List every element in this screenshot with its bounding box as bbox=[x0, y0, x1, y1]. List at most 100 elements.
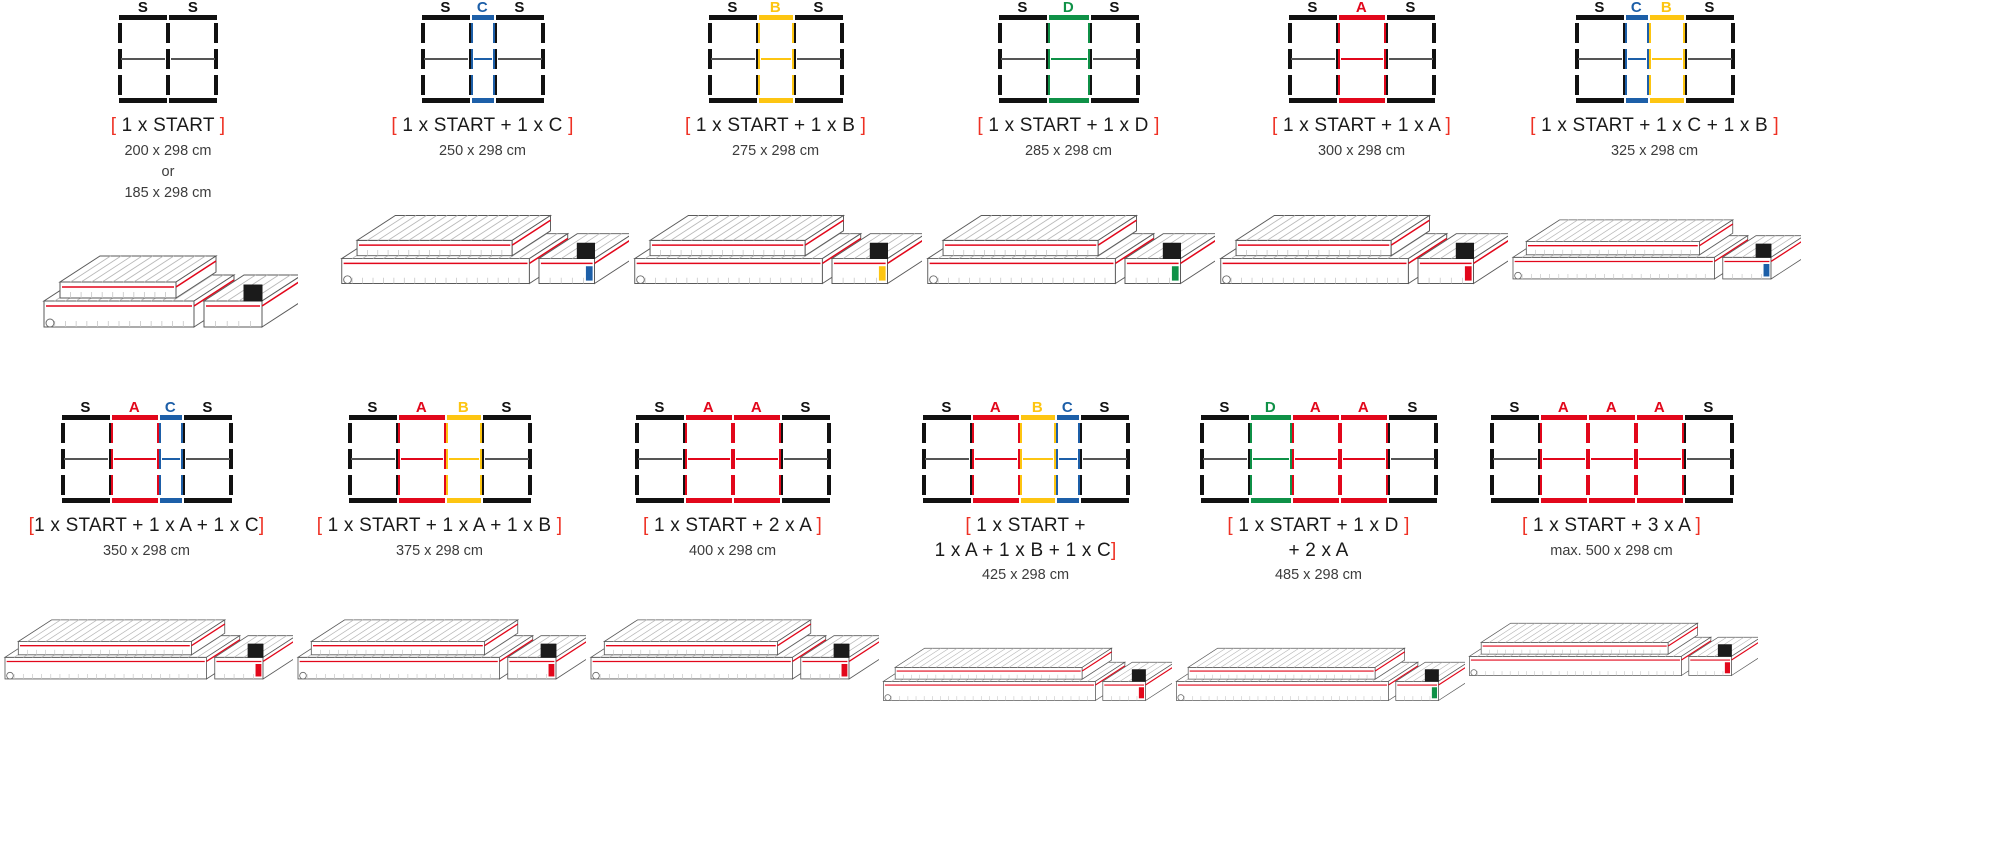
plan-label-s: S bbox=[1219, 399, 1230, 417]
module-rail-right bbox=[1730, 23, 1735, 95]
config-title: [ 1 x START + 2 x A ] bbox=[643, 515, 822, 537]
module-rail-right bbox=[443, 423, 446, 496]
module-rail-right bbox=[1585, 423, 1588, 496]
module-divider bbox=[1082, 458, 1127, 460]
module-cap-top bbox=[1684, 415, 1733, 421]
module-cap-top bbox=[1575, 15, 1624, 20]
plan-label-s: S bbox=[514, 0, 525, 16]
plan-grid bbox=[707, 15, 844, 103]
module-divider bbox=[1577, 58, 1622, 60]
module-cap-top bbox=[1490, 415, 1539, 421]
module-divider bbox=[350, 458, 395, 460]
config-cell: S A A A S [ 1 x START + 3 x A ] max. 500 x 298… bbox=[1465, 400, 1758, 749]
module-divider bbox=[423, 58, 468, 60]
plan-module-s bbox=[793, 15, 844, 103]
module-cap-bottom bbox=[733, 498, 780, 504]
plan-module-s bbox=[118, 15, 168, 103]
config-dimensions: 275 x 298 cm bbox=[731, 142, 820, 159]
plan-module-s bbox=[347, 415, 398, 504]
stack-render bbox=[882, 647, 1172, 701]
module-rail-left bbox=[707, 23, 712, 95]
module-cap-top bbox=[1020, 415, 1055, 421]
config-title: [1 x START + 1 x A + 1 x C] bbox=[28, 515, 265, 537]
module-cap-bottom bbox=[781, 498, 830, 504]
config-title-line2: 1 x A + 1 x B + 1 x C] bbox=[934, 539, 1117, 561]
plan-label-a: A bbox=[1653, 399, 1666, 417]
module-divider bbox=[783, 458, 828, 460]
module-divider bbox=[1492, 458, 1537, 460]
module-divider bbox=[974, 458, 1017, 460]
module-cap-bottom bbox=[972, 498, 1019, 504]
plan-label-a: A bbox=[989, 399, 1002, 417]
module-divider bbox=[497, 58, 542, 60]
plan-module-d bbox=[1249, 415, 1292, 504]
module-rail-left bbox=[1199, 423, 1204, 496]
config-dimensions: 350 x 298 cm bbox=[102, 542, 191, 559]
module-rail-right bbox=[1646, 23, 1649, 95]
plan-grid bbox=[1489, 415, 1734, 504]
module-cap-bottom bbox=[1575, 98, 1624, 103]
plan-label-b: B bbox=[457, 399, 470, 417]
module-cap-top bbox=[446, 415, 481, 421]
module-divider bbox=[1294, 458, 1337, 460]
module-divider bbox=[171, 58, 215, 60]
config-dimensions-separator: or bbox=[161, 163, 175, 180]
module-rail-right bbox=[1729, 423, 1734, 496]
module-divider bbox=[796, 58, 841, 60]
module-rail-left bbox=[732, 423, 735, 496]
module-rail-left bbox=[684, 423, 687, 496]
stack-render bbox=[340, 214, 629, 285]
module-rail-left bbox=[1339, 423, 1342, 496]
module-rail-left bbox=[1249, 423, 1252, 496]
module-rail-right bbox=[839, 23, 844, 95]
render-wrap bbox=[922, 174, 1215, 324]
module-cap-top bbox=[635, 415, 684, 421]
module-cap-top bbox=[1056, 415, 1079, 421]
module-divider bbox=[1022, 458, 1053, 460]
module-cap-top bbox=[1388, 415, 1437, 421]
plan-grid bbox=[60, 415, 233, 504]
render-wrap bbox=[1215, 174, 1508, 324]
module-divider bbox=[1252, 458, 1289, 460]
module-rail-right bbox=[1383, 23, 1386, 95]
module-rail-left bbox=[1489, 423, 1494, 496]
plan-label-s: S bbox=[727, 0, 738, 16]
module-rail-right bbox=[1135, 23, 1140, 95]
config-caption: [ 1 x START + 1 x B ] 275 x 298 cm bbox=[685, 114, 866, 160]
stack-render bbox=[1219, 214, 1508, 285]
config-cell: S C S [ 1 x START + 1 x C ] 250 x 298 cm bbox=[336, 0, 629, 366]
plan-label-c: C bbox=[476, 0, 489, 16]
module-cap-top bbox=[471, 15, 494, 20]
module-cap-top bbox=[1292, 415, 1339, 421]
plan-module-s bbox=[1684, 15, 1735, 103]
plan-label-c: C bbox=[1630, 0, 1643, 16]
config-title: [ 1 x START + 1 x B ] bbox=[684, 115, 867, 136]
module-cap-top bbox=[708, 15, 757, 20]
module-divider bbox=[760, 58, 791, 60]
module-divider bbox=[473, 58, 492, 60]
module-cap-top bbox=[1250, 415, 1291, 421]
module-cap-bottom bbox=[1020, 498, 1055, 504]
module-rail-left bbox=[1624, 23, 1627, 95]
module-cap-bottom bbox=[685, 498, 732, 504]
module-rail-right bbox=[1385, 423, 1388, 496]
config-title-line2: + 2 x A bbox=[1288, 539, 1349, 561]
plan-module-a bbox=[1291, 415, 1340, 504]
module-cap-bottom bbox=[1684, 498, 1733, 504]
plan-label-s: S bbox=[1407, 399, 1418, 417]
config-title: [ 1 x START + 1 x A + 1 x B ] bbox=[316, 515, 563, 537]
module-cap-top bbox=[61, 415, 110, 421]
module-cap-bottom bbox=[1386, 98, 1435, 103]
module-rail-right bbox=[527, 423, 532, 496]
module-rail-left bbox=[1337, 23, 1340, 95]
module-rail-left bbox=[397, 423, 400, 496]
